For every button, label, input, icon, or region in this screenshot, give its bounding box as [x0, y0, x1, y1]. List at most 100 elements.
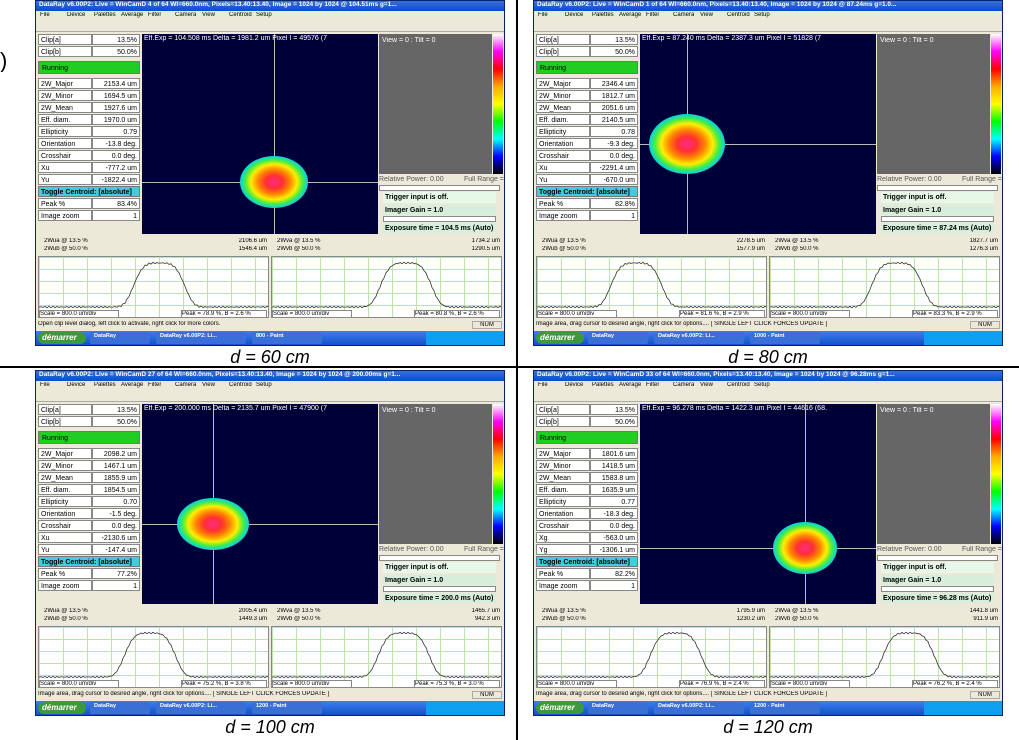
menu-item[interactable]: Palettes	[592, 12, 614, 20]
running-button[interactable]: Running	[536, 431, 638, 444]
menu-item[interactable]: Palettes	[94, 12, 116, 20]
view-label: View = 0 : Tilt = 0	[880, 37, 993, 46]
taskbar-button[interactable]: 1200 - Paint	[252, 702, 322, 714]
profile-label: 2Wvb @ 50.0 %	[277, 616, 367, 624]
toggle-button[interactable]: Toggle Centroid: [absolute]	[38, 186, 140, 197]
slider[interactable]	[881, 216, 994, 222]
start-button[interactable]: démarrer	[536, 332, 584, 344]
exposure-label: Exposure time = 87.24 ms (Auto)	[881, 223, 994, 233]
taskbar-button[interactable]: 800 - Paint	[252, 332, 322, 344]
toggle-button[interactable]: Toggle Centroid: [absolute]	[38, 556, 140, 567]
slider[interactable]	[881, 586, 994, 592]
menu-item[interactable]: Palettes	[94, 382, 116, 390]
stat-value: -2291.4 um	[590, 162, 638, 173]
running-button[interactable]: Running	[38, 61, 140, 74]
stat-label: Clip[b]	[38, 46, 92, 57]
menu-item[interactable]: Centroid	[727, 382, 750, 390]
start-button[interactable]: démarrer	[536, 702, 584, 714]
stat-value: -2130.6 um	[92, 532, 140, 543]
gain-label: Imager Gain = 1.0	[383, 575, 496, 585]
menu-item[interactable]: Average	[121, 12, 143, 20]
menu-item[interactable]: Centroid	[727, 12, 750, 20]
profile-curve	[770, 627, 1000, 679]
slider[interactable]	[877, 185, 998, 191]
scale-label: Scale = 800.0 um/div	[272, 680, 352, 688]
taskbar-button[interactable]: DataRay	[588, 332, 648, 344]
taskbar-button[interactable]: 1200 - Paint	[750, 702, 820, 714]
menu-item[interactable]: Filter	[148, 12, 161, 20]
trigger-status: Trigger input is off.	[383, 562, 496, 573]
menu-item[interactable]: Camera	[673, 382, 694, 390]
view-label: View = 0 : Tilt = 0	[382, 407, 495, 416]
menu-item[interactable]: Device	[565, 382, 583, 390]
menu-item[interactable]: Filter	[148, 382, 161, 390]
menu-item[interactable]: Centroid	[229, 12, 252, 20]
running-button[interactable]: Running	[38, 431, 140, 444]
profile-curve	[770, 257, 1000, 309]
menu-item[interactable]: Setup	[754, 12, 770, 20]
stat-label: Peak %	[38, 198, 92, 209]
taskbar-button[interactable]: DataRay	[90, 702, 150, 714]
menu-item[interactable]: Palettes	[592, 382, 614, 390]
full-range: Full Range = 2	[464, 546, 505, 554]
menu-item[interactable]: Filter	[646, 12, 659, 20]
beam-image	[640, 404, 876, 604]
scale-label: Scale = 800.0 um/div	[537, 680, 617, 688]
taskbar-button[interactable]: DataRay	[588, 702, 648, 714]
menu-item[interactable]: File	[538, 12, 548, 20]
slider[interactable]	[383, 216, 496, 222]
running-button[interactable]: Running	[536, 61, 638, 74]
menu-item[interactable]: Setup	[256, 382, 272, 390]
taskbar-button[interactable]: DataRay v6.00P2: Li...	[654, 702, 744, 714]
slider[interactable]	[379, 555, 500, 561]
menu-item[interactable]: Filter	[646, 382, 659, 390]
profile-value: 1577.9 um	[709, 246, 765, 254]
menu-item[interactable]: Camera	[175, 382, 196, 390]
menu-item[interactable]: Average	[619, 12, 641, 20]
slider[interactable]	[383, 586, 496, 592]
slider[interactable]	[877, 555, 998, 561]
profile-value: 1827.7 um	[942, 238, 998, 246]
start-button[interactable]: démarrer	[38, 702, 86, 714]
menu-item[interactable]: Average	[619, 382, 641, 390]
stat-label: Eff. diam.	[536, 114, 590, 125]
stat-value: 1583.8 um	[590, 472, 638, 483]
stat-value: 50.0%	[590, 46, 638, 57]
menu-item[interactable]: Centroid	[229, 382, 252, 390]
menu-item[interactable]: Camera	[673, 12, 694, 20]
toggle-button[interactable]: Toggle Centroid: [absolute]	[536, 186, 638, 197]
stat-label: Peak %	[38, 568, 92, 579]
menu-item[interactable]: Device	[565, 12, 583, 20]
color-bar	[991, 404, 1001, 544]
taskbar-button[interactable]: DataRay v6.00P2: Li...	[156, 702, 246, 714]
taskbar-button[interactable]: DataRay v6.00P2: Li...	[156, 332, 246, 344]
menu-item[interactable]: Setup	[754, 382, 770, 390]
taskbar-button[interactable]: DataRay v6.00P2: Li...	[654, 332, 744, 344]
menu-item[interactable]: File	[40, 12, 50, 20]
menu-item[interactable]: Setup	[256, 12, 272, 20]
profile-curve	[537, 627, 767, 679]
stat-label: Ellipticity	[536, 496, 590, 507]
menu-item[interactable]: View	[700, 12, 713, 20]
toggle-button[interactable]: Toggle Centroid: [absolute]	[536, 556, 638, 567]
exposure-label: Exposure time = 104.5 ms (Auto)	[383, 223, 496, 233]
taskbar-button[interactable]: 1000 - Paint	[750, 332, 820, 344]
stat-label: 2W_Major	[536, 448, 590, 459]
start-button[interactable]: démarrer	[38, 332, 86, 344]
menu-item[interactable]: View	[700, 382, 713, 390]
profile-curve	[272, 257, 502, 309]
menu-item[interactable]: File	[40, 382, 50, 390]
caption: d = 60 cm	[35, 348, 505, 370]
view-box	[877, 34, 990, 174]
slider[interactable]	[379, 185, 500, 191]
menu-item[interactable]: Average	[121, 382, 143, 390]
stat-value: 50.0%	[590, 416, 638, 427]
menu-item[interactable]: File	[538, 382, 548, 390]
menu-item[interactable]: View	[202, 382, 215, 390]
menu-item[interactable]: View	[202, 12, 215, 20]
taskbar-button[interactable]: DataRay	[90, 332, 150, 344]
menu-item[interactable]: Camera	[175, 12, 196, 20]
menu-item[interactable]: Device	[67, 382, 85, 390]
menu-item[interactable]: Device	[67, 12, 85, 20]
stat-value: 1	[590, 580, 638, 591]
